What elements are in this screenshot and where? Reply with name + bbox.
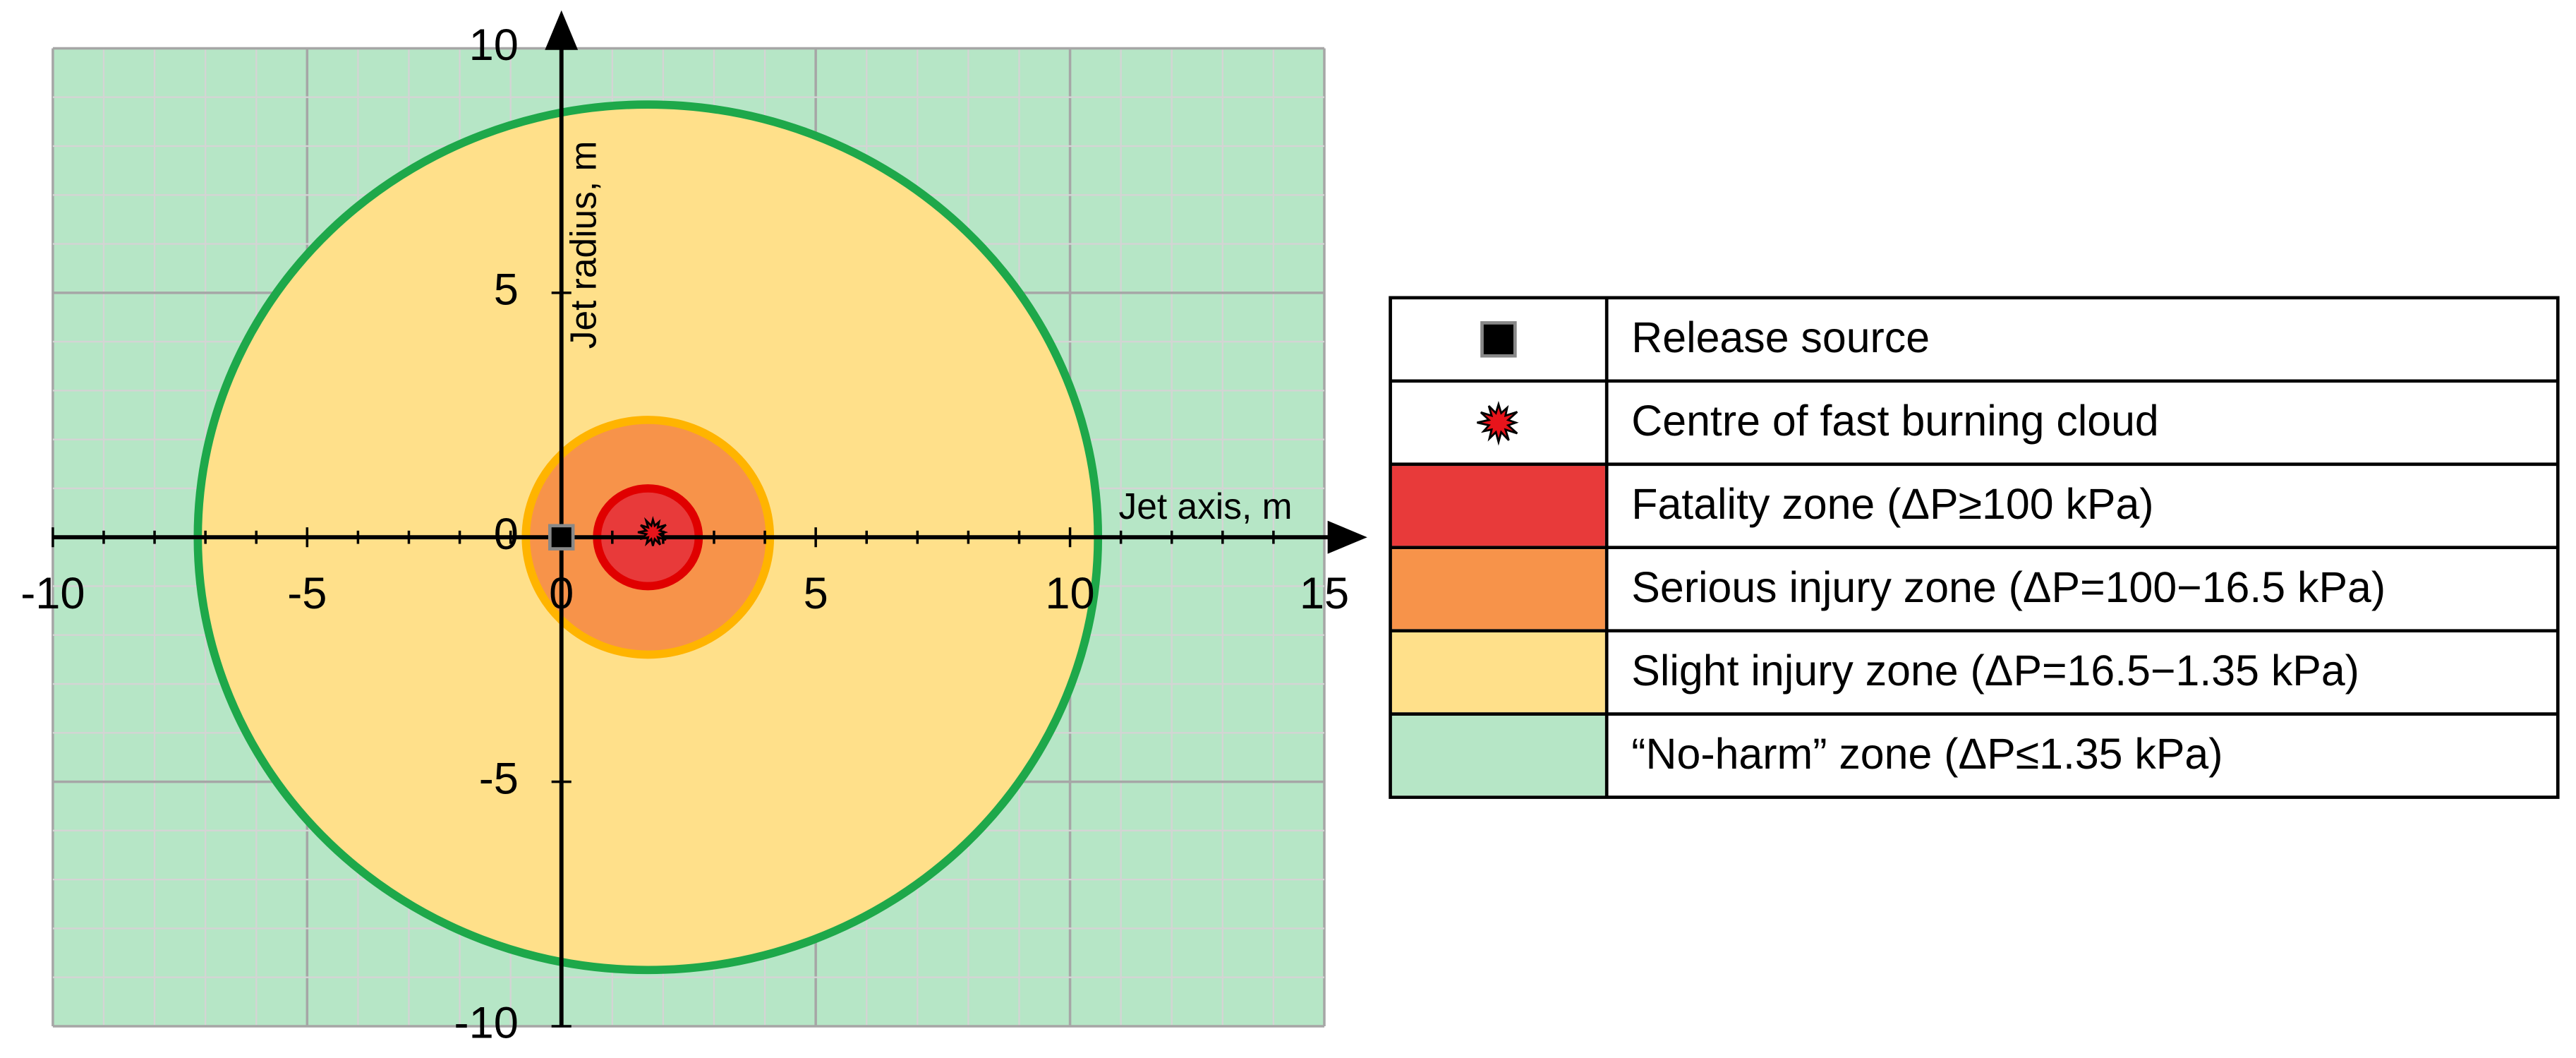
- legend-label: “No-harm” zone (ΔP≤1.35 kPa): [1631, 730, 2223, 778]
- legend-label: Release source: [1631, 313, 1930, 361]
- x-tick-label: -5: [287, 569, 327, 618]
- y-axis-arrow: [545, 10, 579, 50]
- legend-swatch: [1391, 632, 1605, 713]
- legend-swatch: [1391, 466, 1605, 546]
- legend-label: Fatality zone (ΔP≥100 kPa): [1631, 480, 2153, 528]
- y-tick-label: -5: [479, 754, 519, 803]
- y-axis-title: Jet radius, m: [562, 141, 603, 349]
- y-tick-label: 0: [494, 510, 519, 559]
- legend-symbol: [1480, 321, 1517, 358]
- y-tick-label: -10: [454, 999, 519, 1048]
- legend-symbol: [1477, 400, 1519, 446]
- x-tick-label: 15: [1300, 569, 1349, 618]
- legend-label: Centre of fast burning cloud: [1631, 397, 2158, 445]
- x-tick-label: 10: [1045, 569, 1094, 618]
- legend: Release source Centre of fast burning clo…: [1389, 296, 2560, 799]
- x-axis-arrow: [1327, 520, 1367, 554]
- x-tick-label: 5: [804, 569, 828, 618]
- data-point: [637, 516, 668, 547]
- data-point: [548, 524, 575, 551]
- legend-label: Serious injury zone (ΔP=100−16.5 kPa): [1631, 563, 2385, 611]
- y-tick-label: 10: [469, 20, 519, 70]
- legend-swatch: [1391, 715, 1605, 796]
- y-tick-label: 5: [494, 265, 519, 315]
- x-tick-label: 0: [549, 569, 574, 618]
- legend-label: Slight injury zone (ΔP=16.5−1.35 kPa): [1631, 647, 2359, 695]
- plot-area: [52, 10, 1367, 1028]
- legend-swatch: [1391, 549, 1605, 630]
- x-axis-title: Jet axis, m: [1118, 486, 1292, 527]
- x-tick-label: -10: [20, 569, 85, 618]
